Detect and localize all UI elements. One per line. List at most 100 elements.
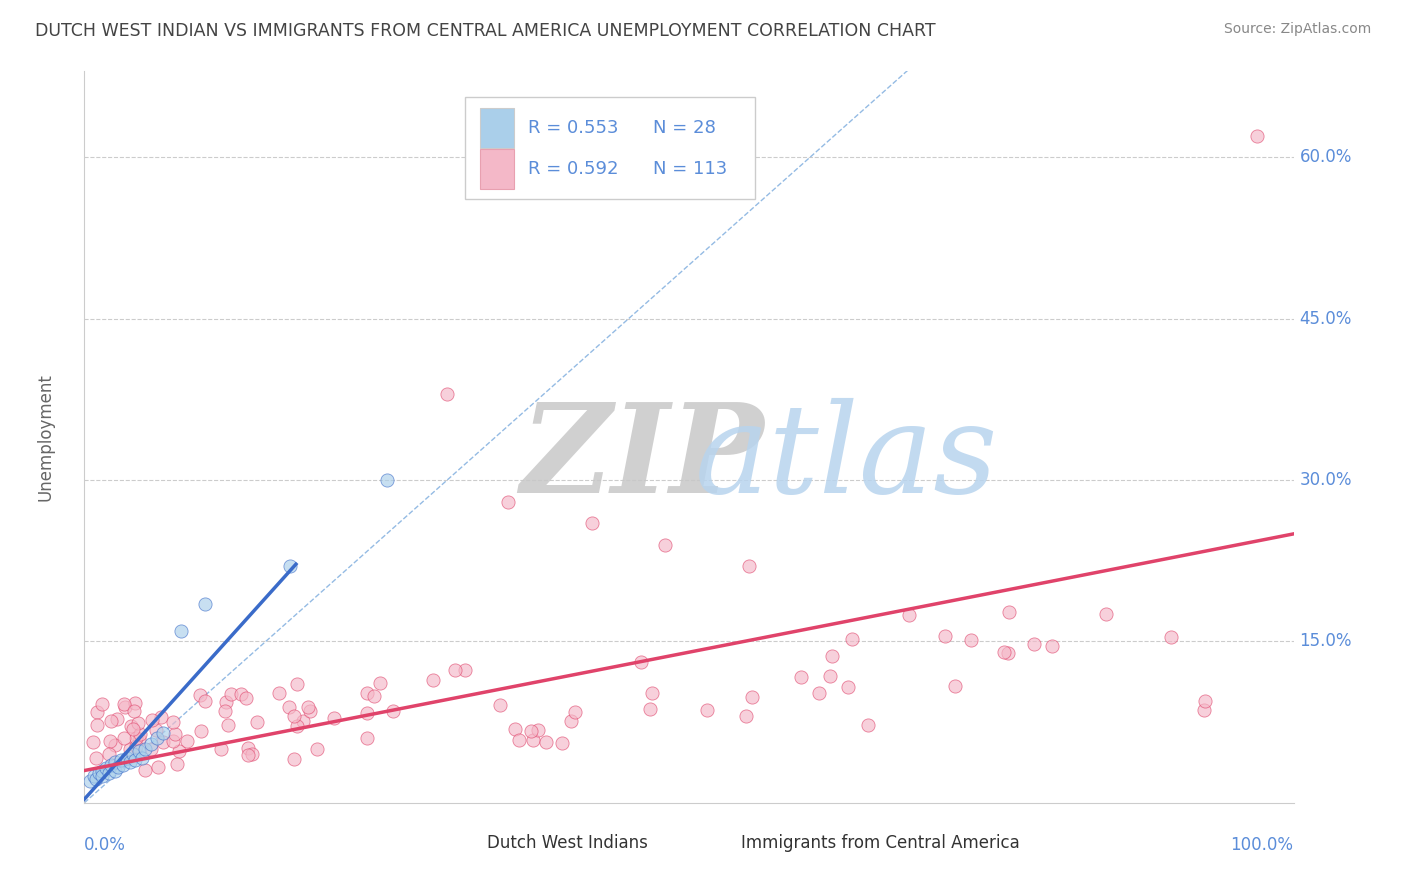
Point <box>307 742 329 756</box>
Text: R = 0.553: R = 0.553 <box>529 119 619 136</box>
Point <box>356 706 378 721</box>
Point <box>217 718 239 732</box>
Point <box>436 387 458 401</box>
Point <box>145 723 167 738</box>
Text: N = 28: N = 28 <box>652 119 716 136</box>
Text: N = 113: N = 113 <box>652 160 727 178</box>
Point <box>139 737 162 751</box>
Point <box>120 741 142 756</box>
Point <box>112 758 135 772</box>
Point <box>381 704 404 718</box>
Text: atlas: atlas <box>695 398 998 520</box>
Point <box>125 731 148 746</box>
Point <box>285 677 308 691</box>
Point <box>283 709 305 723</box>
Point <box>107 760 129 774</box>
Point <box>856 717 879 731</box>
Point <box>219 687 242 701</box>
Point <box>790 670 813 684</box>
Point <box>1192 703 1215 717</box>
Point <box>283 752 305 766</box>
Point <box>696 703 718 717</box>
Text: 30.0%: 30.0% <box>1299 471 1353 489</box>
Text: 60.0%: 60.0% <box>1299 148 1353 167</box>
Point <box>534 734 557 748</box>
Point <box>641 686 664 700</box>
Point <box>122 704 145 718</box>
Point <box>104 755 127 769</box>
Point <box>114 700 136 714</box>
Text: ZIP: ZIP <box>520 398 763 520</box>
Point <box>738 559 761 574</box>
Point <box>131 750 153 764</box>
Point <box>91 697 114 711</box>
Text: 0.0%: 0.0% <box>84 836 127 854</box>
Point <box>527 723 550 737</box>
Point <box>152 726 174 740</box>
Text: 45.0%: 45.0% <box>1299 310 1353 327</box>
Point <box>821 649 844 664</box>
Point <box>170 624 193 638</box>
Point <box>134 764 156 778</box>
Point <box>278 559 301 574</box>
Point <box>167 744 190 758</box>
Point <box>214 705 236 719</box>
Point <box>121 747 143 762</box>
Point <box>997 646 1019 660</box>
Point <box>235 691 257 706</box>
Point <box>741 690 763 704</box>
Point <box>128 731 150 746</box>
Point <box>277 699 299 714</box>
Point <box>86 772 108 786</box>
Point <box>489 698 512 712</box>
Point <box>818 669 841 683</box>
Point <box>150 710 173 724</box>
Point <box>1022 637 1045 651</box>
Point <box>323 711 346 725</box>
Point <box>246 715 269 730</box>
Point <box>215 695 238 709</box>
Point <box>87 765 110 780</box>
FancyBboxPatch shape <box>479 108 513 148</box>
Point <box>934 629 956 643</box>
FancyBboxPatch shape <box>447 830 478 856</box>
Point <box>231 686 253 700</box>
Point <box>190 723 212 738</box>
Point <box>129 727 152 741</box>
Point <box>551 736 574 750</box>
Text: R = 0.592: R = 0.592 <box>529 160 619 178</box>
Text: DUTCH WEST INDIAN VS IMMIGRANTS FROM CENTRAL AMERICA UNEMPLOYMENT CORRELATION CH: DUTCH WEST INDIAN VS IMMIGRANTS FROM CEN… <box>35 22 936 40</box>
Point <box>139 742 162 756</box>
Point <box>808 685 831 699</box>
Text: Unemployment: Unemployment <box>37 373 55 501</box>
Point <box>356 686 378 700</box>
Point <box>1040 639 1063 653</box>
Point <box>188 689 211 703</box>
Point <box>97 765 120 780</box>
Point <box>837 680 859 694</box>
Point <box>112 731 135 745</box>
Point <box>141 713 163 727</box>
Point <box>422 673 444 687</box>
Point <box>121 722 143 736</box>
Point <box>162 734 184 748</box>
Text: Source: ZipAtlas.com: Source: ZipAtlas.com <box>1223 22 1371 37</box>
Point <box>1095 607 1118 621</box>
Point <box>564 705 586 719</box>
Point <box>267 686 290 700</box>
Point <box>152 734 174 748</box>
Point <box>115 750 138 764</box>
Point <box>120 755 142 769</box>
Text: Immigrants from Central America: Immigrants from Central America <box>741 834 1019 852</box>
Point <box>166 757 188 772</box>
Point <box>735 708 758 723</box>
Point <box>86 751 108 765</box>
Point <box>91 764 114 778</box>
Point <box>110 753 132 767</box>
Point <box>79 774 101 789</box>
Point <box>112 698 135 712</box>
Point <box>998 605 1021 619</box>
Point <box>654 538 676 552</box>
Point <box>959 633 981 648</box>
Point <box>581 516 603 530</box>
